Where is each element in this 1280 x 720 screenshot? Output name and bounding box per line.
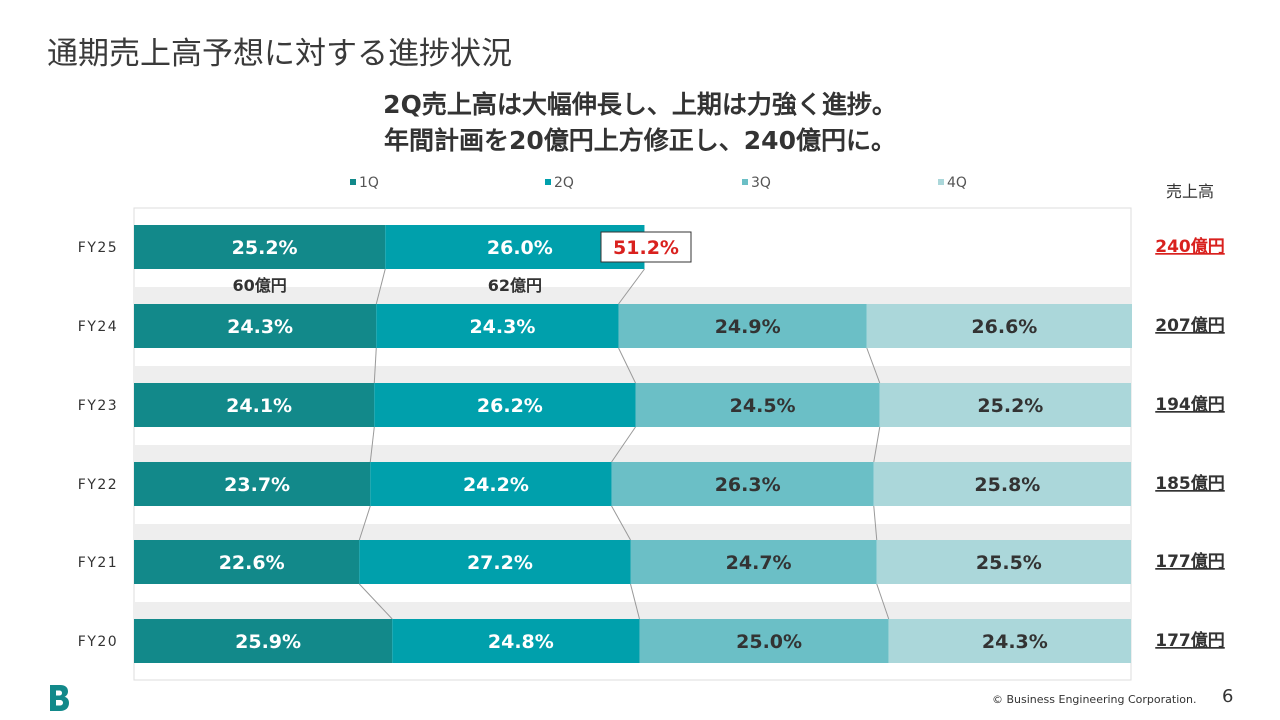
sales-value: 207億円 <box>1155 315 1225 336</box>
bar-segment-1q <box>134 225 386 269</box>
data-label: 24.3% <box>227 316 293 338</box>
connector-line <box>611 426 636 463</box>
connector-line <box>866 347 881 384</box>
first-half-total-box <box>600 231 692 263</box>
data-label: 25.0% <box>736 631 802 653</box>
data-label: 24.7% <box>726 552 792 574</box>
data-label: 22.6% <box>219 552 285 574</box>
sales-value-highlight: 240億円 <box>1155 236 1225 257</box>
data-label: 24.5% <box>730 395 796 417</box>
row-band <box>134 445 1131 462</box>
connector-line <box>873 426 881 463</box>
bar-segment-1q <box>134 462 371 506</box>
bar-segment-4q <box>866 304 1132 348</box>
legend-label-2q: 2Q <box>554 175 574 191</box>
data-label: 23.7% <box>224 474 290 496</box>
category-label: FY22 <box>78 477 118 493</box>
bar-segment-2q <box>359 540 631 584</box>
connector-line <box>375 268 386 305</box>
bar-segment-1q <box>134 619 393 663</box>
category-label: FY21 <box>78 555 118 571</box>
bar-segment-4q <box>876 540 1131 584</box>
legend-swatch-2q <box>545 179 551 185</box>
sales-column-header: 売上高 <box>1165 182 1214 201</box>
legend-swatch-3q <box>742 179 748 185</box>
legend-swatch-1q <box>350 179 356 185</box>
bar-segment-3q <box>611 462 874 506</box>
connector-line <box>358 505 371 541</box>
category-label: FY20 <box>78 634 118 650</box>
bar-segment-4q <box>888 619 1131 663</box>
fy25-q1-amount-label: 60億円 <box>232 276 286 295</box>
fy25-q2-amount-label: 62億円 <box>488 276 542 295</box>
category-label: FY24 <box>78 319 118 335</box>
data-label: 25.2% <box>977 395 1043 417</box>
bar-segment-4q <box>879 383 1131 427</box>
bar-segment-4q <box>873 462 1131 506</box>
data-label: 24.3% <box>469 316 535 338</box>
bar-segment-2q <box>392 619 640 663</box>
connector-line <box>618 268 645 305</box>
legend-label-3q: 3Q <box>751 175 771 191</box>
category-label: FY25 <box>78 240 118 256</box>
connector-line <box>618 347 636 384</box>
bar-segment-2q <box>370 462 612 506</box>
legend-swatch-4q <box>938 179 944 185</box>
sales-value: 177億円 <box>1155 630 1225 651</box>
bar-segment-3q <box>639 619 889 663</box>
plot-area-frame <box>133 207 1132 681</box>
sales-value: 194億円 <box>1155 394 1225 415</box>
headline-line-2: 年間計画を20億円上方修正し、240億円に。 <box>384 126 896 155</box>
row-band <box>134 366 1131 383</box>
row-band <box>134 287 1131 304</box>
copyright-text: © Business Engineering Corporation. <box>992 693 1197 706</box>
legend-item-2q: 2Q <box>545 175 574 191</box>
data-label: 26.0% <box>487 237 553 259</box>
legend-label-4q: 4Q <box>947 175 967 191</box>
first-half-total-label: 51.2% <box>613 237 679 259</box>
company-logo-icon <box>50 685 69 711</box>
page-title: 通期売上高予想に対する進捗状況 <box>47 36 512 72</box>
data-label: 25.2% <box>232 237 298 259</box>
data-label: 24.1% <box>226 395 292 417</box>
connector-line <box>873 505 878 541</box>
legend-item-4q: 4Q <box>938 175 967 191</box>
data-label: 27.2% <box>467 552 533 574</box>
data-label: 24.3% <box>982 631 1048 653</box>
page-number: 6 <box>1222 686 1234 707</box>
connector-line <box>876 583 890 620</box>
sales-value: 177億円 <box>1155 551 1225 572</box>
category-label: FY23 <box>78 398 118 414</box>
data-label: 24.9% <box>715 316 781 338</box>
bar-segment-2q <box>374 383 636 427</box>
row-band <box>134 602 1131 619</box>
bar-segment-3q <box>618 304 867 348</box>
bar-segment-1q <box>134 304 377 348</box>
data-label: 24.2% <box>463 474 529 496</box>
connector-line <box>358 583 393 620</box>
data-label: 26.6% <box>971 316 1037 338</box>
data-label: 26.3% <box>715 474 781 496</box>
legend-label-1q: 1Q <box>359 175 379 191</box>
sales-value: 185億円 <box>1155 473 1225 494</box>
bar-segment-2q <box>376 304 619 348</box>
connector-line <box>630 583 640 620</box>
bar-segment-3q <box>635 383 880 427</box>
headline-line-1: 2Q売上高は大幅伸長し、上期は力強く進捗。 <box>383 90 897 119</box>
data-label: 25.8% <box>974 474 1040 496</box>
data-label: 25.9% <box>235 631 301 653</box>
row-band <box>134 524 1131 540</box>
connector-line <box>369 426 375 463</box>
legend-item-3q: 3Q <box>742 175 771 191</box>
bar-segment-1q <box>134 383 375 427</box>
connector-line <box>611 505 631 541</box>
data-label: 26.2% <box>477 395 543 417</box>
legend-item-1q: 1Q <box>350 175 379 191</box>
bar-segment-3q <box>630 540 877 584</box>
data-label: 25.5% <box>976 552 1042 574</box>
connector-line <box>373 347 377 384</box>
data-label: 24.8% <box>488 631 554 653</box>
bar-segment-1q <box>134 540 360 584</box>
